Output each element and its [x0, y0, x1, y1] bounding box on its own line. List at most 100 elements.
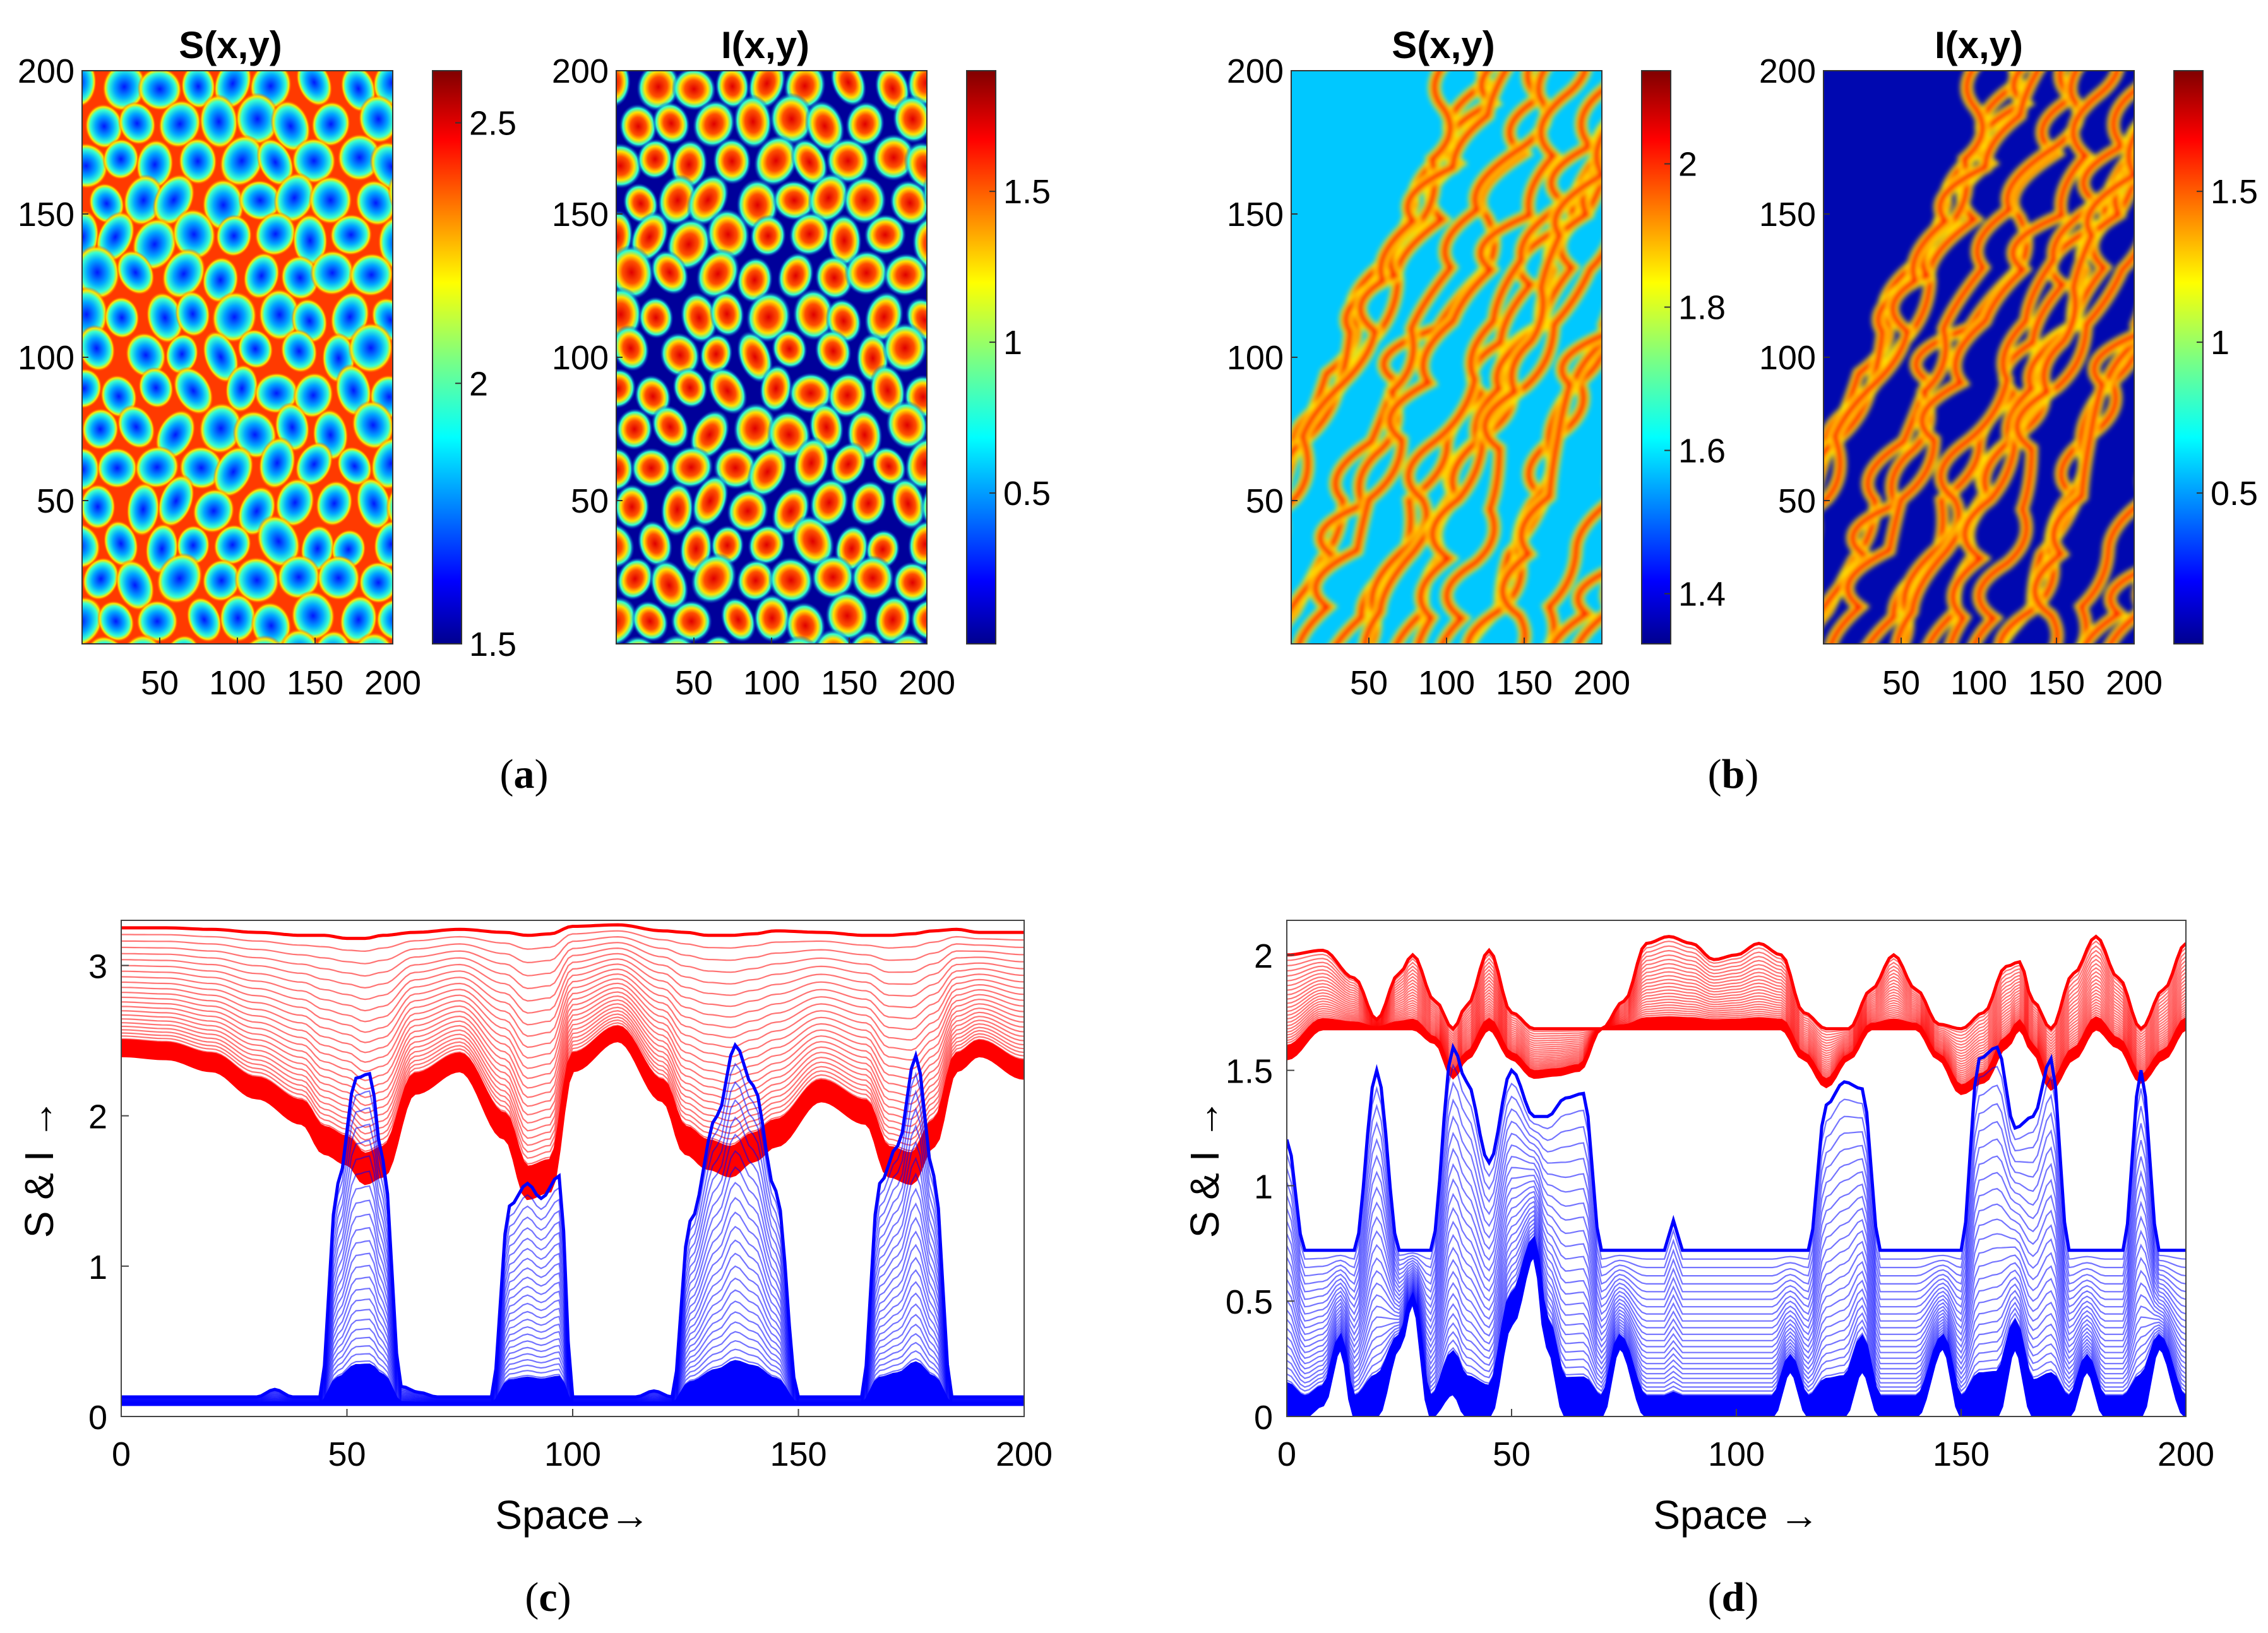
colorbar [432, 70, 462, 644]
series-i-curve [1287, 1144, 2186, 1301]
pattern-spot [177, 136, 218, 186]
y-axis-label: S & I → [1182, 1099, 1227, 1238]
series-i-curve [121, 1042, 1024, 1399]
series-i-curve [1287, 1225, 2186, 1384]
pattern-spot [669, 446, 714, 489]
pattern-stripe [1823, 71, 1986, 460]
pattern-spot [249, 132, 302, 193]
pattern-stripe [1291, 71, 1510, 507]
pattern-spot [696, 248, 740, 299]
pattern-spot [910, 598, 927, 641]
pattern-spot [303, 243, 362, 302]
pattern-spot [637, 520, 673, 567]
series-s-curve [121, 963, 1024, 1026]
y-tick-label: 50 [37, 482, 75, 520]
x-tick-label: 100 [1418, 664, 1475, 702]
series-i-curve [1287, 1081, 2186, 1269]
series-s-curve [1287, 1009, 2186, 1081]
series-s-curve [121, 1022, 1024, 1159]
pattern-spot [80, 407, 121, 453]
pattern-spot [62, 56, 97, 107]
y-tick-label: 100 [1227, 339, 1284, 377]
colorbar-tick-label: 1.5 [469, 626, 516, 663]
series-i [1287, 1042, 2186, 1416]
series-i-curve [1287, 1221, 2186, 1381]
pattern-spot [323, 208, 379, 262]
pattern-spot [699, 333, 733, 375]
series-s-curve [1287, 982, 2186, 1062]
pattern-spot [350, 473, 397, 534]
series-s-curve [1287, 978, 2186, 1060]
caption-b: (b) [1708, 751, 1759, 797]
series-s-curve [1287, 966, 2186, 1052]
y-tick-label: 1.5 [1226, 1053, 1273, 1091]
pattern-spot [195, 400, 246, 458]
pattern-spot [222, 362, 261, 415]
pattern-stripe [1291, 71, 1454, 460]
colorbar-tick-label: 2 [469, 365, 488, 403]
pattern-spot [706, 208, 750, 261]
series-i-curve [1287, 1191, 2186, 1343]
series-s-curve [121, 935, 1024, 965]
series-i-curve [1287, 1209, 2186, 1365]
pattern-spot [759, 364, 793, 413]
pattern-spot [199, 254, 242, 306]
heatmap-a-i: I(x,y) 50 100 150 200 200 150 100 50 1.5 1 0.5 [552, 24, 1051, 702]
series-i-curve [1287, 1185, 2186, 1336]
series-s-curve [1287, 985, 2186, 1065]
series-s-curve [1287, 975, 2186, 1057]
x-tick-label: 50 [141, 664, 179, 702]
pattern-spot [165, 360, 222, 422]
pattern-stripe [1295, 71, 1589, 644]
y-axis-label: S & I → [16, 1099, 62, 1238]
series-s-curve [121, 958, 1024, 1014]
pattern-spot [733, 94, 773, 150]
pattern-stripe-halo [2197, 0, 2268, 669]
pattern-spot [109, 243, 162, 302]
pattern-spot [49, 515, 109, 576]
pattern-stripe [1823, 71, 2082, 614]
pattern-stripe [1544, 503, 1602, 644]
x-tick-label: 150 [821, 664, 878, 702]
colorbar-tick-label: 0.5 [2211, 475, 2258, 513]
pattern-spot [736, 256, 773, 304]
pattern-spot [249, 508, 309, 575]
x-tick-label: 200 [898, 664, 955, 702]
pattern-spot [845, 101, 885, 147]
x-tick-label: 50 [1493, 1435, 1531, 1473]
pattern-spot [311, 477, 357, 531]
pattern-spot [671, 71, 717, 111]
pattern-spot [180, 591, 229, 648]
y-tick-label: 1 [88, 1249, 107, 1286]
pattern-spot [871, 446, 907, 486]
y-tick-label: 3 [88, 947, 107, 985]
pattern-spot [289, 53, 340, 112]
series-s-curve [121, 947, 1024, 990]
pattern-spot [753, 593, 791, 643]
pattern-spot [616, 557, 654, 601]
pattern-spot [153, 241, 214, 307]
pattern-spot [234, 175, 287, 225]
pattern-spot [128, 439, 186, 496]
pattern-spot [892, 95, 927, 144]
x-tick-label: 100 [209, 664, 266, 702]
pattern-spot [90, 594, 141, 648]
pattern-spot [130, 60, 189, 119]
pattern-spot [361, 133, 422, 199]
series-i-curve [1287, 1232, 2186, 1393]
pattern-spot [736, 330, 773, 384]
pattern-spot [815, 255, 854, 300]
pattern-stripe [2197, 0, 2268, 669]
pattern-spot [341, 245, 402, 304]
series-i-curve [1287, 1167, 2186, 1315]
pattern-spot [649, 559, 689, 611]
y-tick-label: 1 [1254, 1168, 1273, 1206]
pattern-stripe-halo [2259, 0, 2268, 669]
pattern-spot [827, 372, 868, 419]
pattern-spot [185, 482, 242, 541]
pattern-spot [672, 367, 708, 409]
pattern-spot [830, 71, 867, 107]
pattern-spot [707, 367, 748, 415]
pattern-spot [850, 555, 895, 601]
colorbar-tick-label: 0.5 [1003, 475, 1051, 513]
